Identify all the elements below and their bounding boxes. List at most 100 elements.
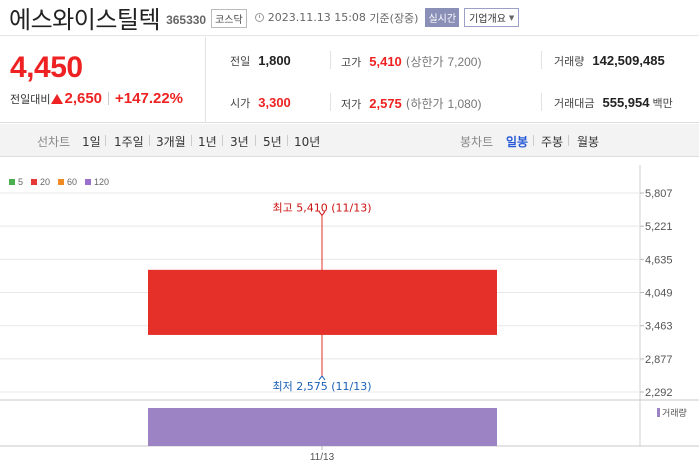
legend-swatch <box>9 179 15 185</box>
stat-label: 시가 <box>230 97 251 110</box>
stat-note: (하한가 1,080) <box>406 95 482 112</box>
y-tick-label: 3,463 <box>645 321 673 333</box>
stat-high: 고가 5,410 (상한가 7,200) <box>341 53 481 70</box>
change-label: 전일대비 <box>10 92 51 106</box>
clock-icon <box>254 13 264 22</box>
arrow-down-icon <box>318 211 326 216</box>
stock-code: 365330 <box>166 12 207 27</box>
stat-unit: 백만 <box>652 97 673 110</box>
legend-swatch <box>85 179 92 185</box>
stat-note: (상한가 7,200) <box>406 53 482 70</box>
timestamp-value: 2023.11.13 15:08 <box>267 11 366 24</box>
candle-chart-label: 봉차트 <box>460 135 494 149</box>
legend-swatch <box>58 179 65 185</box>
stat-label: 저가 <box>341 98 362 111</box>
legend-item: 120 <box>85 177 109 187</box>
stat-value: 1,800 <box>258 53 291 68</box>
tab-1day[interactable]: 1일 <box>82 135 101 149</box>
divider <box>255 135 256 146</box>
tab-1week[interactable]: 1주일 <box>114 135 144 149</box>
legend-item: 60 <box>58 177 77 187</box>
divider <box>533 135 534 146</box>
y-tick-label: 4,049 <box>645 288 673 300</box>
stock-name: 에스와이스틸텍 <box>9 6 161 34</box>
stat-label: 거래대금 <box>554 97 595 110</box>
legend-label: 120 <box>94 177 110 187</box>
up-arrow-icon <box>51 93 64 104</box>
divider <box>541 51 542 69</box>
divider <box>568 135 569 146</box>
change-row: 전일대비 2,650 +147.22% <box>10 90 183 107</box>
y-tick-label: 2,292 <box>645 387 673 399</box>
tab-daily[interactable]: 일봉 <box>506 135 529 149</box>
high-annotation: 최고 5,410 (11/13) <box>272 201 371 214</box>
note-value: 7,200) <box>447 55 482 69</box>
low-annotation: 최저 2,575 (11/13) <box>272 380 371 393</box>
y-tick-label: 4,635 <box>645 254 673 266</box>
divider <box>191 135 192 146</box>
timestamp: 2023.11.13 15:08 기준(장중) <box>254 10 419 26</box>
stat-prev-close: 전일 1,800 <box>230 53 291 69</box>
legend-label: 60 <box>67 177 78 187</box>
tab-3month[interactable]: 3개월 <box>156 135 186 149</box>
divider <box>222 135 223 146</box>
stat-value: 5,410 <box>369 54 402 69</box>
divider <box>108 92 110 105</box>
legend-swatch <box>31 179 38 185</box>
legend-label: 5 <box>18 177 24 187</box>
x-tick-label: 11/13 <box>310 452 335 463</box>
legend-label: 20 <box>40 177 51 187</box>
divider <box>105 135 106 146</box>
tab-10year[interactable]: 10년 <box>294 135 321 149</box>
stat-value: 2,575 <box>369 96 402 111</box>
stat-label: 전일 <box>230 55 251 68</box>
stat-value: 3,300 <box>258 95 291 110</box>
arrow-up-icon <box>318 375 326 381</box>
current-price: 4,450 <box>10 51 83 84</box>
y-tick-label: 5,807 <box>645 188 673 200</box>
stat-volume: 거래량 142,509,485 <box>554 53 665 69</box>
y-tick-label: 2,877 <box>645 354 673 366</box>
company-info-dropdown[interactable]: 기업개요 ▼ <box>464 8 520 27</box>
tab-5year[interactable]: 5년 <box>263 135 282 149</box>
divider <box>330 93 331 111</box>
tab-weekly[interactable]: 주봉 <box>541 135 564 149</box>
stat-label: 고가 <box>341 56 362 69</box>
stat-open: 시가 3,300 <box>230 95 291 111</box>
change-value: 2,650 <box>64 90 103 107</box>
candle-body <box>148 269 497 335</box>
y-tick-label: 5,221 <box>645 221 673 233</box>
tab-3year[interactable]: 3년 <box>230 135 249 149</box>
divider <box>149 135 150 146</box>
price-summary: 4,450 전일대비 2,650 +147.22% <box>0 37 206 123</box>
change-rate: +147.22% <box>115 90 184 107</box>
note-value: 1,080) <box>447 97 482 111</box>
line-chart-label: 선차트 <box>37 135 71 149</box>
realtime-button[interactable]: 실시간 <box>425 8 460 27</box>
note-label: (상한가 <box>405 55 444 69</box>
stat-low: 저가 2,575 (하한가 1,080) <box>341 95 481 112</box>
divider <box>287 135 288 146</box>
stat-value: 142,509,485 <box>592 53 665 68</box>
legend-item: 5 <box>9 177 23 187</box>
timestamp-basis: 기준(장중) <box>369 11 419 25</box>
company-info-label: 기업개요 <box>469 14 506 25</box>
stat-value: 555,954 <box>602 95 650 110</box>
ma-legend: 5 20 60 120 <box>9 177 117 187</box>
chart-tabs-bar: 선차트 1일 1주일 3개월 1년 3년 5년 10년 봉차트 일봉 주봉 월봉 <box>0 124 699 157</box>
divider <box>541 93 542 111</box>
divider <box>330 51 331 69</box>
price-panel: 4,450 전일대비 2,650 +147.22% 전일 1,800 고가 5,… <box>0 37 699 123</box>
chevron-down-icon: ▼ <box>508 13 515 22</box>
volume-legend-label: 거래량 <box>662 407 687 419</box>
stat-turnover: 거래대금 555,954 백만 <box>554 95 673 111</box>
note-label: (하한가 <box>405 97 444 111</box>
tab-1year[interactable]: 1년 <box>198 135 217 149</box>
tab-monthly[interactable]: 월봉 <box>577 135 600 149</box>
stat-label: 거래량 <box>554 55 585 68</box>
market-badge: 코스닥 <box>211 9 247 28</box>
volume-legend-swatch <box>657 408 660 417</box>
legend-item: 20 <box>31 177 50 187</box>
volume-bar <box>148 408 497 446</box>
